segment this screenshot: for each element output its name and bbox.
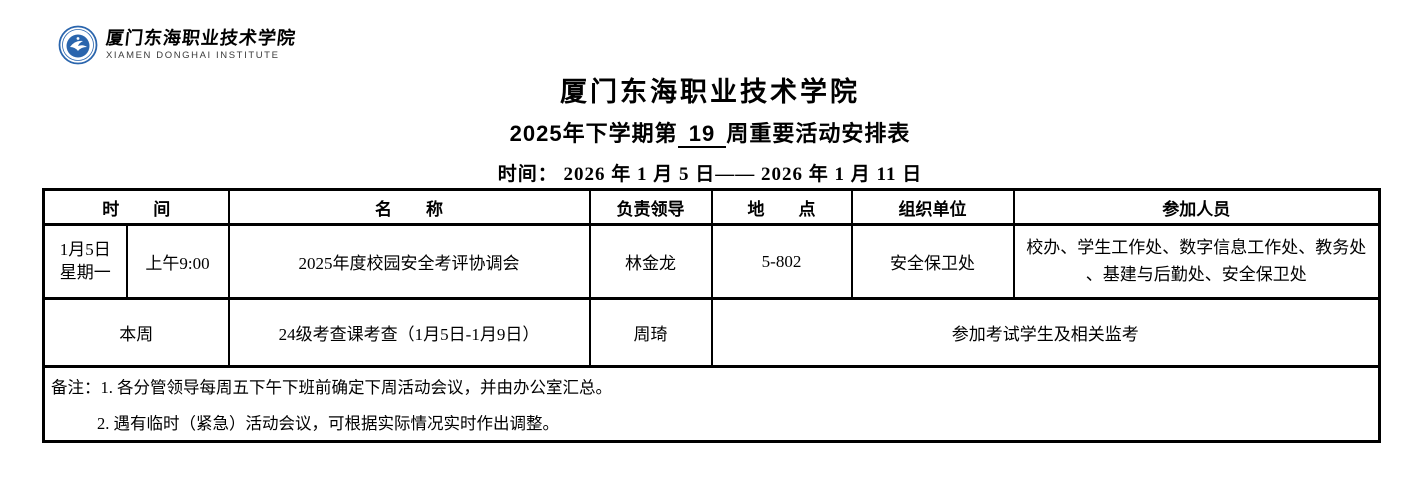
- cell-time: 上午9:00: [125, 223, 230, 300]
- date-range-value: 2026 年 1 月 5 日—— 2026 年 1 月 11 日: [563, 164, 923, 185]
- table-row: 本周 24级考查课考查（1月5日-1月9日） 周琦 参加考试学生及相关监考: [42, 297, 1381, 368]
- college-emblem-icon: [58, 25, 98, 65]
- cell-name: 24级考查课考查（1月5日-1月9日）: [227, 297, 591, 368]
- date-range-label: 时间：: [497, 164, 558, 185]
- schedule-table: 时 间 名 称 负责领导 地 点 组织单位 参加人员 1月5日 星期一 上午9:…: [42, 188, 1381, 443]
- date-range-line: 时间： 2026 年 1 月 5 日—— 2026 年 1 月 11 日: [0, 159, 1420, 186]
- note-line-1: 备注：1. 各分管领导每周五下午下班前确定下周活动会议，并由办公室汇总。: [51, 378, 612, 397]
- weekday-text: 星期一: [59, 262, 111, 282]
- header-cell-organizer: 组织单位: [850, 188, 1015, 226]
- table-header-row: 时 间 名 称 负责领导 地 点 组织单位 参加人员: [42, 188, 1381, 226]
- cell-date: 1月5日 星期一: [42, 223, 128, 300]
- cell-location: 5-802: [710, 223, 853, 300]
- header-cell-location: 地 点: [710, 188, 853, 226]
- doc-title: 厦门东海职业技术学院: [560, 77, 860, 107]
- note-line-2: 2. 遇有临时（紧急）活动会议，可根据实际情况实时作出调整。: [97, 414, 559, 433]
- notes-row: 备注：1. 各分管领导每周五下午下班前确定下周活动会议，并由办公室汇总。 2. …: [42, 365, 1381, 443]
- cell-time: 本周: [42, 297, 230, 368]
- table-row: 1月5日 星期一 上午9:00 2025年度校园安全考评协调会 林金龙 5-80…: [42, 223, 1381, 300]
- header-cell-name: 名 称: [227, 188, 591, 226]
- notes-cell: 备注：1. 各分管领导每周五下午下班前确定下周活动会议，并由办公室汇总。 2. …: [42, 365, 1381, 443]
- cell-organizer: 安全保卫处: [850, 223, 1015, 300]
- cell-leader: 周琦: [588, 297, 713, 368]
- date-text: 1月5日: [59, 239, 111, 259]
- college-logo: 厦门东海职业技术学院 XIAMEN DONGHAI INSTITUTE: [58, 25, 298, 65]
- logo-name-en: XIAMEN DONGHAI INSTITUTE: [106, 49, 280, 61]
- subtitle-prefix: 2025年下学期第: [509, 121, 678, 146]
- cell-participants: 参加考试学生及相关监考: [710, 297, 1381, 368]
- header-cell-leader: 负责领导: [588, 188, 713, 226]
- doc-subtitle: 2025年下学期第 19 周重要活动安排表: [0, 116, 1420, 148]
- header-cell-participants: 参加人员: [1012, 188, 1381, 226]
- logo-name-cn: 厦门东海职业技术学院: [104, 28, 298, 49]
- logo-text: 厦门东海职业技术学院 XIAMEN DONGHAI INSTITUTE: [104, 28, 298, 61]
- subtitle-suffix: 周重要活动安排表: [726, 121, 911, 146]
- cell-leader: 林金龙: [588, 223, 713, 300]
- cell-participants: 校办、学生工作处、数字信息工作处、教务处、基建与后勤处、安全保卫处: [1012, 223, 1381, 300]
- cell-name: 2025年度校园安全考评协调会: [227, 223, 591, 300]
- week-number: 19: [677, 121, 727, 148]
- header-cell-time: 时 间: [42, 188, 230, 226]
